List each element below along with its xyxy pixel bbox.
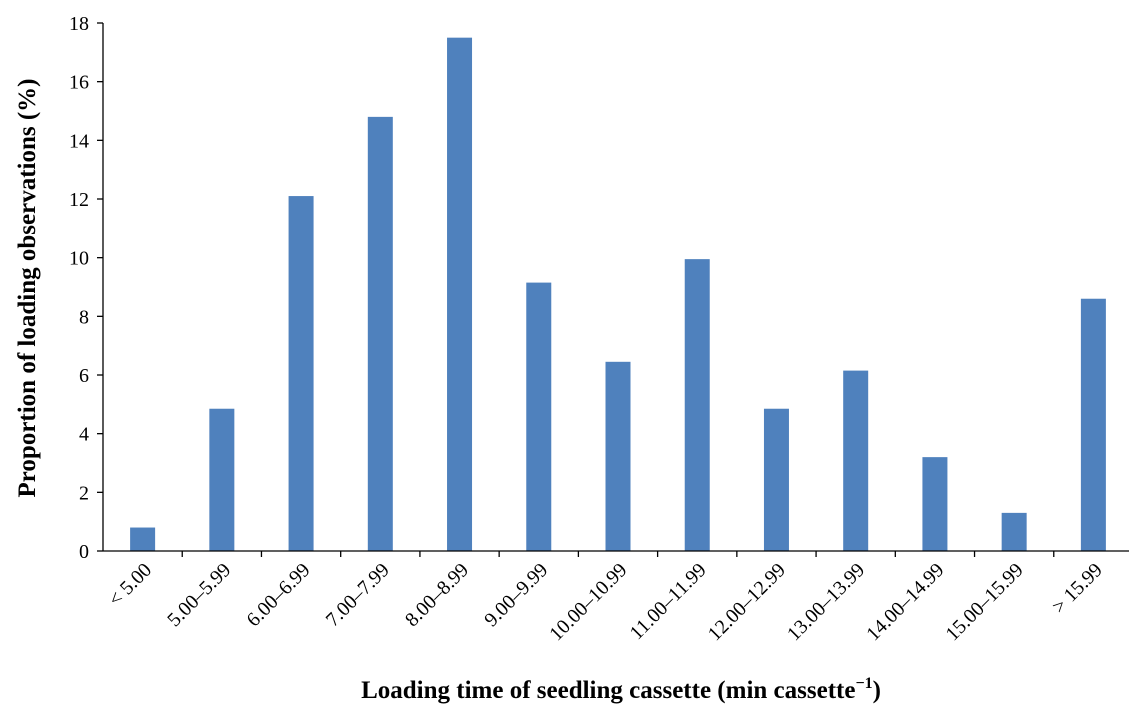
bars [130, 37, 1106, 552]
x-tick-label: 13.00–13.99 [783, 559, 869, 645]
x-tick-label: < 5.00 [104, 559, 156, 611]
bar [209, 408, 235, 551]
y-tick-label: 4 [79, 424, 89, 446]
x-tick-label: 14.00–14.99 [862, 559, 948, 645]
x-axis-title: Loading time of seedling cassette (min c… [361, 675, 881, 704]
x-tick-label: 8.00–8.99 [401, 559, 473, 631]
bar [288, 196, 314, 552]
bar [843, 370, 869, 551]
y-tick-label: 6 [79, 365, 89, 387]
x-tick-label: 15.00–15.99 [941, 559, 1027, 645]
y-tick-label: 2 [79, 482, 89, 504]
bar [447, 37, 473, 551]
bar [367, 116, 393, 551]
y-tick-label: 12 [69, 189, 89, 211]
bar [684, 259, 710, 551]
x-axis-title-main: Loading time of seedling cassette (min c… [361, 677, 855, 704]
y-tick-label: 8 [79, 306, 89, 328]
bar [1001, 512, 1027, 551]
x-tick-label: 10.00–10.99 [545, 559, 631, 645]
x-tick-label: 9.00–9.99 [480, 559, 552, 631]
y-tick-label: 10 [69, 248, 89, 270]
bar [130, 527, 156, 551]
y-axis-ticks: 0 2 4 6 8 10 12 14 16 18 [69, 13, 103, 563]
x-axis-ticks: < 5.00 5.00–5.99 6.00–6.99 7.00–7.99 8.00–8.… [104, 551, 1107, 645]
bar [763, 408, 789, 551]
x-tick-label: 5.00–5.99 [163, 559, 235, 631]
x-tick-label: 7.00–7.99 [322, 559, 394, 631]
x-tick-label: 6.00–6.99 [242, 559, 314, 631]
x-tick-label: 11.00–11.99 [626, 559, 711, 644]
y-tick-label: 16 [69, 72, 89, 94]
y-tick-label: 14 [69, 130, 89, 152]
bar [526, 282, 552, 551]
y-tick-label: 0 [79, 541, 89, 563]
y-tick-label: 18 [69, 13, 89, 35]
x-axis-title-superscript: −1 [855, 675, 872, 692]
bar [1080, 298, 1106, 551]
x-tick-label: > 15.99 [1048, 559, 1107, 618]
x-tick-label: 12.00–12.99 [704, 559, 790, 645]
bar [605, 361, 631, 551]
x-axis-title-end: ) [873, 677, 881, 704]
bar [922, 457, 948, 551]
y-axis-title: Proportion of loading observations (%) [14, 79, 41, 498]
